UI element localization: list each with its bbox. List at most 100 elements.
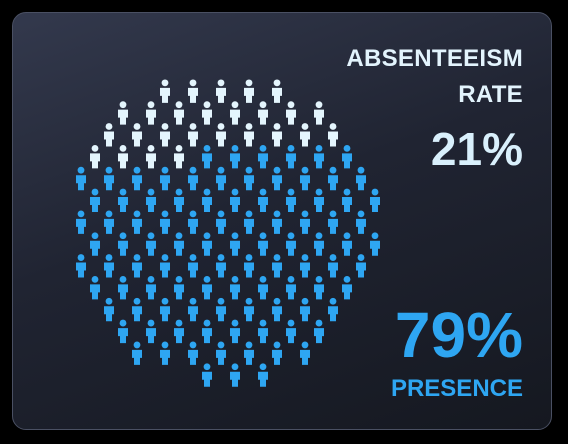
person-icon-present [216, 254, 226, 278]
person-icon-absent [146, 144, 156, 169]
person-icon-present [258, 363, 268, 387]
person-icon-present [258, 188, 268, 213]
person-icon-present [342, 276, 352, 300]
person-icon-present [342, 232, 352, 256]
person-icon-present [314, 232, 324, 256]
person-icon-present [342, 188, 352, 213]
person-icon-present [202, 276, 212, 300]
absenteeism-title-line1: ABSENTEEISM [346, 45, 523, 72]
person-icon-absent [160, 79, 170, 103]
person-icon-present [370, 188, 380, 213]
person-icon-absent [230, 101, 240, 125]
person-icon-present [328, 210, 338, 234]
person-icon-present [146, 188, 156, 213]
person-icon-present [174, 276, 184, 300]
people-grid [76, 79, 380, 387]
person-icon-absent [104, 123, 114, 147]
person-icon-present [160, 297, 170, 322]
person-icon-present [244, 297, 254, 322]
person-icon-absent [132, 123, 142, 147]
person-icon-present [202, 232, 212, 256]
person-icon-present [314, 188, 324, 213]
presence-label: PRESENCE [390, 375, 523, 402]
person-icon-present [188, 166, 198, 191]
person-icon-present [132, 297, 142, 322]
person-icon-absent [202, 101, 212, 125]
person-icon-present [258, 276, 268, 300]
person-icon-present [132, 254, 142, 278]
person-icon-present [202, 144, 212, 169]
person-icon-present [90, 188, 100, 213]
person-icon-present [328, 297, 338, 322]
person-icon-present [230, 319, 240, 344]
person-icon-present [286, 188, 296, 213]
person-icon-absent [118, 101, 128, 125]
person-icon-present [272, 254, 282, 278]
person-icon-present [202, 188, 212, 213]
person-icon-absent [90, 144, 100, 169]
presence-value: 79% [394, 299, 523, 371]
person-icon-absent [174, 101, 184, 125]
person-icon-present [146, 276, 156, 300]
person-icon-present [258, 144, 268, 169]
person-icon-present [286, 232, 296, 256]
person-icon-present [356, 166, 366, 191]
person-icon-present [104, 254, 114, 278]
person-icon-present [314, 276, 324, 300]
person-icon-present [188, 297, 198, 322]
person-icon-present [160, 166, 170, 191]
person-icon-present [118, 232, 128, 256]
person-icon-present [230, 232, 240, 256]
person-icon-present [202, 319, 212, 344]
person-icon-present [244, 254, 254, 278]
person-icon-present [160, 254, 170, 278]
person-icon-present [230, 276, 240, 300]
person-icon-present [132, 166, 142, 191]
person-icon-absent [314, 101, 324, 125]
person-icon-present [370, 232, 380, 256]
person-icon-present [216, 341, 226, 365]
person-icon-absent [188, 123, 198, 147]
absenteeism-title-line2: RATE [458, 81, 523, 108]
person-icon-present [132, 341, 142, 365]
person-icon-present [216, 297, 226, 322]
person-icon-present [300, 297, 310, 322]
person-icon-present [272, 210, 282, 234]
person-icon-absent [160, 123, 170, 147]
person-icon-absent [118, 144, 128, 169]
person-icon-absent [174, 144, 184, 169]
absenteeism-title: ABSENTEEISM RATE [283, 41, 523, 113]
person-icon-absent [300, 123, 310, 147]
person-icon-present [76, 166, 86, 191]
person-icon-present [356, 210, 366, 234]
person-icon-present [300, 210, 310, 234]
person-icon-present [188, 341, 198, 365]
person-icon-absent [216, 79, 226, 103]
person-icon-present [90, 276, 100, 300]
person-icon-present [300, 341, 310, 365]
person-icon-present [272, 166, 282, 191]
person-icon-present [244, 166, 254, 191]
person-icon-present [328, 254, 338, 278]
person-icon-present [356, 254, 366, 278]
person-icon-absent [328, 123, 338, 147]
person-icon-present [342, 144, 352, 169]
person-icon-present [244, 341, 254, 365]
person-icon-present [272, 297, 282, 322]
person-icon-present [132, 210, 142, 234]
person-icon-absent [272, 123, 282, 147]
person-icon-present [118, 188, 128, 213]
person-icon-absent [244, 123, 254, 147]
person-icon-present [118, 276, 128, 300]
person-icon-present [104, 210, 114, 234]
person-icon-present [188, 254, 198, 278]
person-icon-present [104, 297, 114, 322]
person-icon-absent [258, 101, 268, 125]
person-icon-present [76, 210, 86, 234]
person-icon-present [174, 188, 184, 213]
absenteeism-card: ABSENTEEISM RATE 21% 79% PRESENCE [12, 12, 552, 430]
person-icon-present [174, 319, 184, 344]
person-icon-present [104, 166, 114, 191]
person-icon-present [174, 232, 184, 256]
person-icon-present [314, 144, 324, 169]
